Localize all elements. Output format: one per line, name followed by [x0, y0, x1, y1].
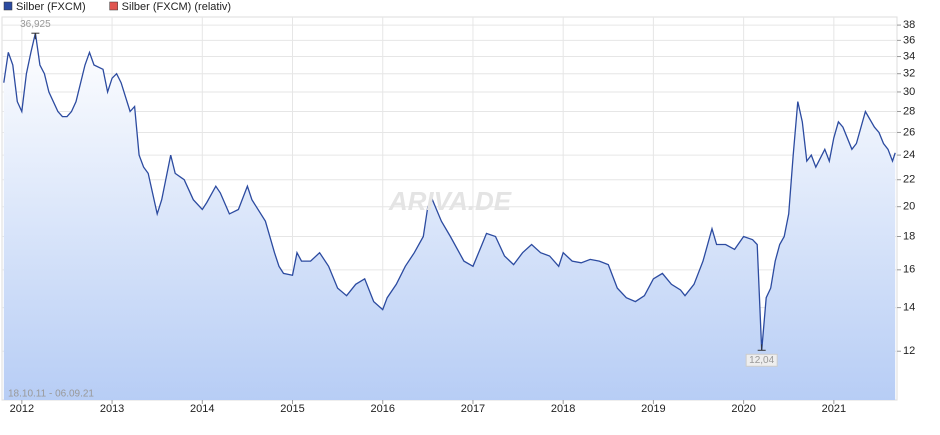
legend: Silber (FXCM) Silber (FXCM) (relativ) [3, 1, 231, 13]
annotations: 36,925 12,04 [20, 19, 778, 367]
y-tick-label: 12 [903, 345, 915, 357]
y-tick-label: 38 [903, 19, 915, 31]
y-tick-label: 26 [903, 126, 915, 138]
x-tick-label: 2020 [731, 403, 755, 415]
y-tick-label: 32 [903, 68, 915, 80]
annotation-label: 12,04 [749, 355, 774, 366]
x-tick-label: 2018 [551, 403, 575, 415]
x-tick-label: 2015 [280, 403, 304, 415]
y-tick-label: 34 [903, 50, 915, 62]
y-tick-label: 24 [903, 149, 915, 161]
y-tick-label: 16 [903, 264, 915, 276]
y-tick-label: 20 [903, 201, 915, 213]
y-tick-label: 14 [903, 302, 915, 314]
legend-swatch [109, 1, 118, 11]
annotation-label: 36,925 [20, 19, 51, 30]
y-tick-label: 22 [903, 174, 915, 186]
x-tick-label: 2021 [822, 403, 846, 415]
y-tick-label: 30 [903, 86, 915, 98]
area [3, 33, 896, 400]
x-tick-label: 2012 [10, 403, 34, 415]
x-tick-label: 2017 [461, 403, 485, 415]
x-tick-label: 2014 [190, 403, 214, 415]
date-range: 18.10.11 - 06.09.21 [8, 389, 94, 400]
y-tick-label: 28 [903, 105, 915, 117]
watermark: ARIVA.DE [388, 186, 512, 216]
x-tick-label: 2013 [100, 403, 124, 415]
legend-label: Silber (FXCM) [16, 1, 86, 13]
x-tick-label: 2019 [641, 403, 665, 415]
x-tick-label: 2016 [370, 403, 394, 415]
y-tick-label: 36 [903, 34, 915, 46]
marks [3, 33, 896, 400]
line [3, 33, 896, 351]
annotation-box [745, 353, 778, 367]
legend-swatch [3, 1, 13, 11]
y-tick-label: 18 [903, 230, 915, 242]
legend-label: Silber (FXCM) (relativ) [122, 1, 231, 13]
